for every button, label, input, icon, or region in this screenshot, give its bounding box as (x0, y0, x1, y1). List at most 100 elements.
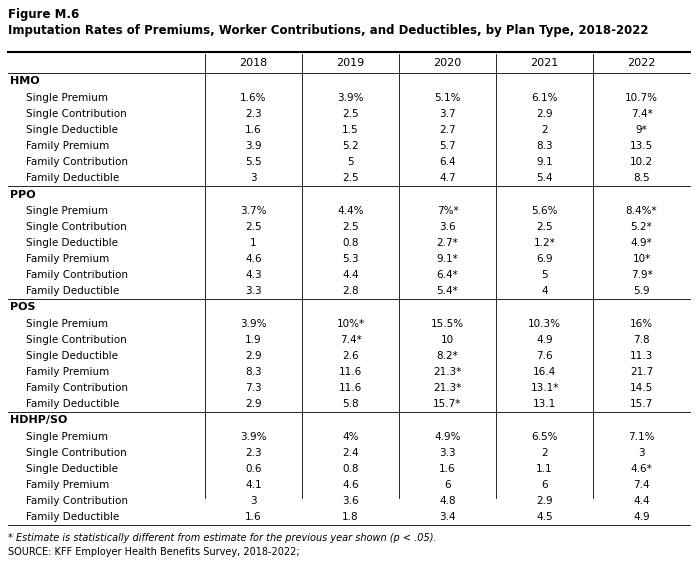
Text: Single Deductible: Single Deductible (26, 464, 118, 474)
Text: 21.3*: 21.3* (433, 383, 461, 393)
Text: Family Contribution: Family Contribution (26, 496, 128, 506)
Text: 7.4*: 7.4* (630, 109, 653, 119)
Text: 6.4*: 6.4* (437, 270, 459, 280)
Text: 10*: 10* (632, 254, 651, 264)
Text: PPO: PPO (10, 189, 36, 200)
Text: 6.4: 6.4 (439, 157, 456, 167)
Text: 7.8: 7.8 (633, 335, 650, 345)
Text: 4.9*: 4.9* (630, 238, 653, 248)
Text: 1.6: 1.6 (439, 464, 456, 474)
Text: 11.6: 11.6 (339, 383, 362, 393)
Text: 2.9: 2.9 (536, 109, 553, 119)
Text: 2.6: 2.6 (342, 351, 359, 361)
Text: Family Deductible: Family Deductible (26, 399, 119, 409)
Text: Family Premium: Family Premium (26, 367, 110, 377)
Text: 5.8: 5.8 (342, 399, 359, 409)
Text: 8.3: 8.3 (536, 141, 553, 151)
Text: 11.3: 11.3 (630, 351, 653, 361)
Text: 3.7: 3.7 (439, 109, 456, 119)
Text: Family Contribution: Family Contribution (26, 157, 128, 167)
Text: 5.2*: 5.2* (630, 222, 653, 232)
Text: 2.3: 2.3 (245, 109, 262, 119)
Text: 2.5: 2.5 (342, 109, 359, 119)
Text: 1.2*: 1.2* (534, 238, 556, 248)
Text: 4.7: 4.7 (439, 173, 456, 183)
Text: 2.9: 2.9 (536, 496, 553, 506)
Text: 4.4: 4.4 (342, 270, 359, 280)
Text: 3.6: 3.6 (342, 496, 359, 506)
Text: 9*: 9* (636, 125, 647, 135)
Text: 3.7%: 3.7% (240, 206, 267, 216)
Text: 5.6%: 5.6% (531, 206, 558, 216)
Text: 7.9*: 7.9* (630, 270, 653, 280)
Text: 2.4: 2.4 (342, 448, 359, 458)
Text: 2.5: 2.5 (245, 222, 262, 232)
Text: POS: POS (10, 302, 36, 312)
Text: Single Deductible: Single Deductible (26, 238, 118, 248)
Text: 10.7%: 10.7% (625, 93, 658, 103)
Text: * Estimate is statistically different from estimate for the previous year shown : * Estimate is statistically different fr… (8, 533, 437, 543)
Text: 4.6*: 4.6* (630, 464, 653, 474)
Text: Family Premium: Family Premium (26, 254, 110, 264)
Text: 2.7*: 2.7* (437, 238, 459, 248)
Text: 4.9%: 4.9% (434, 432, 461, 442)
Text: HDHP/SO: HDHP/SO (10, 415, 68, 425)
Text: 9.1: 9.1 (536, 157, 553, 167)
Text: 6.1%: 6.1% (531, 93, 558, 103)
Text: 5.4*: 5.4* (437, 286, 459, 296)
Text: Family Premium: Family Premium (26, 141, 110, 151)
Text: 13.1*: 13.1* (530, 383, 558, 393)
Text: 7.1%: 7.1% (628, 432, 655, 442)
Text: Family Contribution: Family Contribution (26, 270, 128, 280)
Text: 2.8: 2.8 (342, 286, 359, 296)
Text: 3.9: 3.9 (245, 141, 262, 151)
Text: 8.4%*: 8.4%* (625, 206, 658, 216)
Text: 2020: 2020 (433, 58, 461, 69)
Text: 2: 2 (541, 448, 548, 458)
Text: 4.9: 4.9 (633, 512, 650, 522)
Text: 5.9: 5.9 (633, 286, 650, 296)
Text: Imputation Rates of Premiums, Worker Contributions, and Deductibles, by Plan Typ: Imputation Rates of Premiums, Worker Con… (8, 24, 648, 37)
Text: 5: 5 (347, 157, 354, 167)
Text: 14.5: 14.5 (630, 383, 653, 393)
Text: 2021: 2021 (530, 58, 558, 69)
Text: 15.5%: 15.5% (431, 319, 464, 329)
Text: 13.1: 13.1 (533, 399, 556, 409)
Text: Figure M.6: Figure M.6 (8, 8, 80, 21)
Text: 1: 1 (250, 238, 257, 248)
Text: 8.3: 8.3 (245, 367, 262, 377)
Text: 3.9%: 3.9% (240, 319, 267, 329)
Text: Single Premium: Single Premium (26, 93, 108, 103)
Text: 15.7: 15.7 (630, 399, 653, 409)
Text: 4.6: 4.6 (245, 254, 262, 264)
Text: Single Premium: Single Premium (26, 206, 108, 216)
Text: 10: 10 (441, 335, 454, 345)
Text: Family Premium: Family Premium (26, 480, 110, 490)
Text: 1.6: 1.6 (245, 512, 262, 522)
Text: 0.8: 0.8 (342, 464, 359, 474)
Text: Single Contribution: Single Contribution (26, 335, 127, 345)
Text: Single Deductible: Single Deductible (26, 125, 118, 135)
Text: 6: 6 (541, 480, 548, 490)
Text: 2.9: 2.9 (245, 351, 262, 361)
Text: SOURCE: KFF Employer Health Benefits Survey, 2018-2022;: SOURCE: KFF Employer Health Benefits Sur… (8, 547, 299, 557)
Text: Family Contribution: Family Contribution (26, 383, 128, 393)
Text: 10.3%: 10.3% (528, 319, 561, 329)
Text: 1.6: 1.6 (245, 125, 262, 135)
Text: 13.5: 13.5 (630, 141, 653, 151)
Text: 7.4*: 7.4* (340, 335, 362, 345)
Text: 5.4: 5.4 (536, 173, 553, 183)
Text: 8.5: 8.5 (633, 173, 650, 183)
Text: Family Deductible: Family Deductible (26, 512, 119, 522)
Text: 7.6: 7.6 (536, 351, 553, 361)
Text: 2.5: 2.5 (342, 173, 359, 183)
Text: 2019: 2019 (336, 58, 364, 69)
Text: 6.5%: 6.5% (531, 432, 558, 442)
Text: 4.6: 4.6 (342, 480, 359, 490)
Text: 3: 3 (250, 173, 257, 183)
Text: 3: 3 (250, 496, 257, 506)
Text: 2018: 2018 (239, 58, 267, 69)
Text: 5: 5 (541, 270, 548, 280)
Text: 0.8: 0.8 (342, 238, 359, 248)
Text: 2.9: 2.9 (245, 399, 262, 409)
